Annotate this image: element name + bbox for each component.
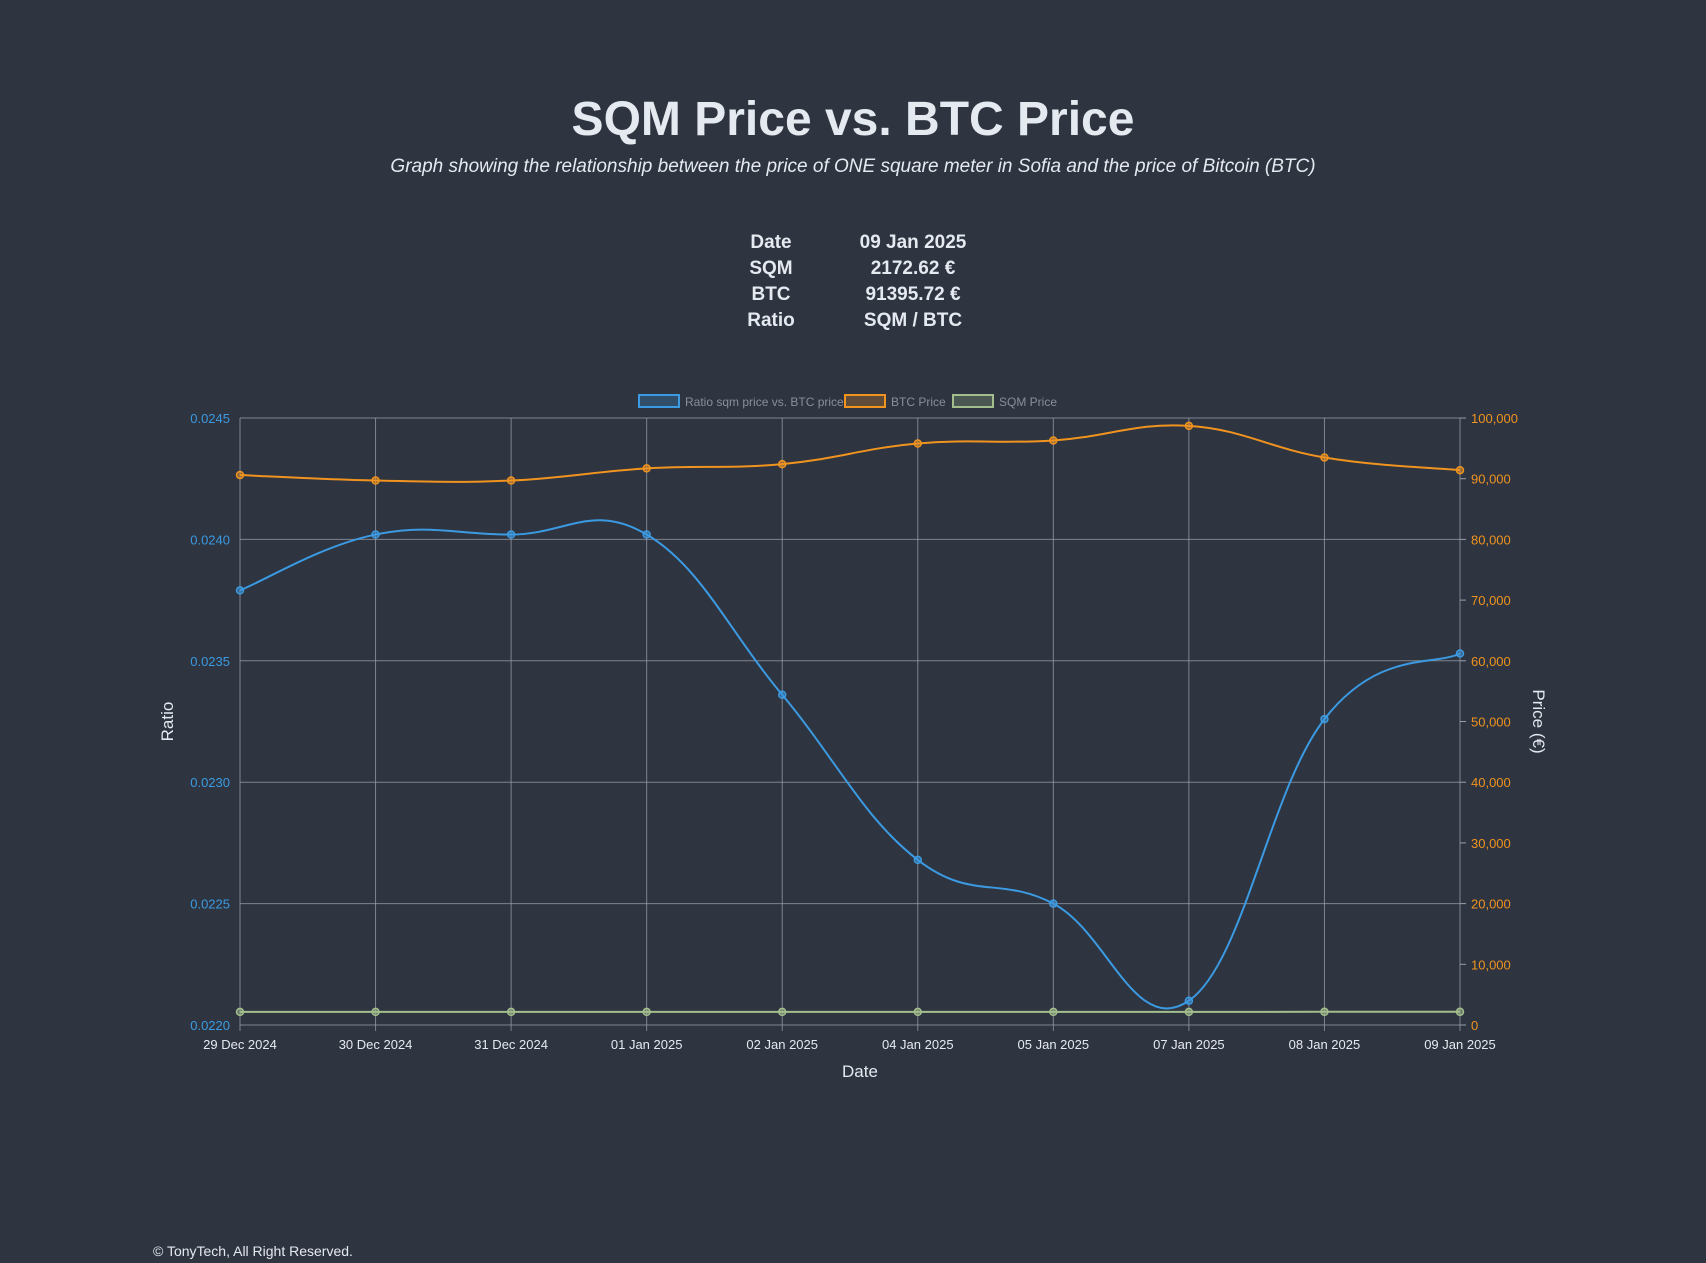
- legend-label: Ratio sqm price vs. BTC price: [685, 395, 844, 409]
- info-value: SQM / BTC: [863, 310, 963, 331]
- y-left-tick-label: 0.0220: [190, 1018, 230, 1033]
- data-point: [913, 855, 923, 865]
- data-point: [777, 459, 787, 469]
- x-tick-label: 04 Jan 2025: [882, 1037, 954, 1052]
- data-point: [1049, 436, 1058, 445]
- info-value: 09 Jan 2025: [859, 232, 967, 253]
- legend-swatch: [638, 394, 680, 408]
- y-right-tick-label: 70,000: [1471, 593, 1511, 608]
- x-tick-label: 08 Jan 2025: [1289, 1037, 1361, 1052]
- legend-label: SQM Price: [999, 395, 1057, 409]
- y-right-tick-label: 90,000: [1471, 472, 1511, 487]
- info-table: Date 09 Jan 2025 SQM 2172.62 € BTC 91395…: [0, 230, 1706, 334]
- data-point: [642, 464, 651, 473]
- y-left-tick-label: 0.0225: [190, 897, 230, 912]
- y-right-tick-label: 80,000: [1471, 532, 1511, 547]
- y-left-tick-label: 0.0245: [190, 411, 230, 426]
- y-right-tick-label: 20,000: [1471, 897, 1511, 912]
- data-point: [235, 586, 245, 595]
- legend-label: BTC Price: [891, 395, 946, 409]
- data-point: [1184, 421, 1194, 431]
- footer-copyright: © TonyTech, All Right Reserved.: [153, 1243, 353, 1259]
- data-point: [235, 470, 245, 480]
- x-tick-label: 01 Jan 2025: [611, 1037, 683, 1052]
- x-axis-title: Date: [842, 1062, 878, 1081]
- x-tick-label: 07 Jan 2025: [1153, 1037, 1225, 1052]
- x-tick-label: 05 Jan 2025: [1018, 1037, 1090, 1052]
- y-left-tick-label: 0.0230: [190, 775, 230, 790]
- data-point: [1049, 899, 1058, 908]
- info-label: Ratio: [747, 310, 795, 331]
- data-point: [1320, 714, 1329, 724]
- data-point: [642, 1007, 651, 1017]
- data-point: [506, 1007, 516, 1017]
- x-tick-label: 31 Dec 2024: [474, 1037, 548, 1052]
- data-point: [642, 530, 651, 539]
- info-row-ratio: Ratio SQM / BTC: [722, 308, 984, 334]
- y-right-tick-label: 10,000: [1471, 957, 1511, 972]
- data-point: [1049, 1007, 1058, 1017]
- data-point: [777, 690, 787, 700]
- data-point: [371, 530, 380, 539]
- legend-swatch: [844, 394, 886, 408]
- y-right-tick-label: 60,000: [1471, 654, 1511, 669]
- y-right-axis-title: Price (€): [1529, 689, 1548, 753]
- data-point: [235, 1007, 245, 1017]
- series-line-0: [239, 519, 1461, 1010]
- page-title: SQM Price vs. BTC Price: [571, 93, 1135, 146]
- info-value: 2172.62 €: [870, 258, 956, 279]
- data-point: [913, 439, 923, 448]
- data-point: [1320, 1007, 1329, 1017]
- data-point: [913, 1007, 923, 1017]
- data-point: [506, 476, 516, 485]
- info-label: Date: [750, 232, 792, 253]
- x-tick-label: 30 Dec 2024: [339, 1037, 413, 1052]
- data-point: [1320, 453, 1329, 462]
- data-point: [1455, 465, 1465, 475]
- info-row-btc: BTC 91395.72 €: [722, 282, 984, 308]
- x-tick-label: 09 Jan 2025: [1424, 1037, 1496, 1052]
- page-subtitle: Graph showing the relationship between t…: [390, 156, 1316, 177]
- data-point: [371, 1007, 380, 1017]
- data-point: [1184, 996, 1194, 1005]
- data-point: [1455, 649, 1465, 658]
- y-right-tick-label: 30,000: [1471, 836, 1511, 851]
- x-tick-label: 29 Dec 2024: [203, 1037, 277, 1052]
- info-row-date: Date 09 Jan 2025: [722, 230, 984, 256]
- data-point: [777, 1007, 787, 1017]
- x-tick-label: 02 Jan 2025: [746, 1037, 818, 1052]
- y-right-tick-label: 50,000: [1471, 715, 1511, 730]
- info-label: BTC: [751, 284, 791, 305]
- y-left-tick-label: 0.0240: [190, 532, 230, 547]
- info-value: 91395.72 €: [865, 284, 961, 305]
- legend-swatch: [952, 394, 994, 408]
- series-line-1: [239, 424, 1461, 483]
- y-right-tick-label: 100,000: [1471, 411, 1518, 426]
- y-left-axis-title: Ratio: [158, 702, 177, 742]
- data-point: [1184, 1007, 1194, 1017]
- data-point: [506, 530, 516, 539]
- info-row-sqm: SQM 2172.62 €: [722, 256, 984, 282]
- info-label: SQM: [749, 258, 793, 279]
- y-right-tick-label: 40,000: [1471, 775, 1511, 790]
- data-point: [1455, 1007, 1465, 1017]
- y-left-tick-label: 0.0235: [190, 654, 230, 669]
- data-point: [371, 476, 380, 485]
- y-right-tick-label: 0: [1471, 1018, 1478, 1033]
